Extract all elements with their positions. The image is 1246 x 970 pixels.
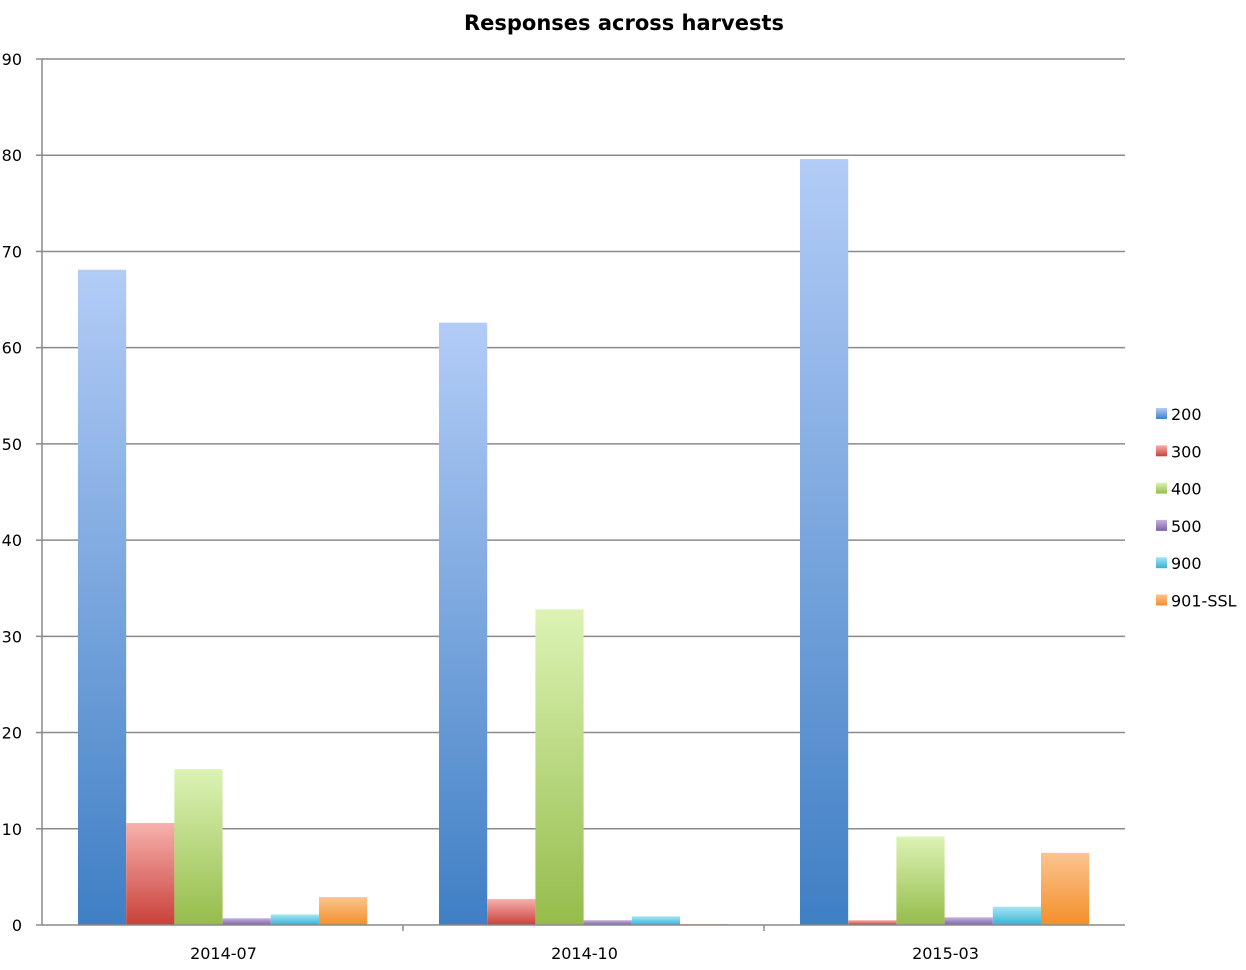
y-tick-labels: 0 10 20 30 40 50 60 70 80 90 (2, 50, 22, 935)
y-tick-label: 60 (2, 339, 22, 358)
legend-swatch-900 (1156, 557, 1167, 569)
bar-500-2014-10 (583, 920, 632, 925)
y-tick-label: 90 (2, 50, 22, 69)
y-tick-label: 80 (2, 146, 22, 165)
y-tick-label: 30 (2, 627, 22, 646)
legend-label-500: 500 (1171, 517, 1202, 536)
bar-400-2015-03 (896, 836, 945, 925)
legend-swatch-200 (1156, 408, 1167, 419)
y-tick-label: 20 (2, 724, 22, 743)
bar-300-2014-07 (126, 823, 175, 925)
y-tick-label: 40 (2, 531, 22, 550)
legend-label-200: 200 (1171, 405, 1202, 424)
y-tick-label: 10 (2, 820, 22, 839)
legend: 200 300 400 500 900 901-SSL (1156, 405, 1237, 611)
bar-500-2014-07 (222, 918, 271, 925)
bar-901-SSL-2015-03 (1041, 852, 1090, 925)
x-tick-label: 2015-03 (912, 944, 979, 963)
bar-200-2015-03 (800, 159, 849, 925)
y-tick-label: 70 (2, 242, 22, 261)
bar-400-2014-10 (535, 609, 584, 925)
y-tick-label: 50 (2, 435, 22, 454)
bar-200-2014-07 (78, 269, 127, 925)
legend-label-900: 900 (1171, 554, 1202, 573)
bar-900-2014-10 (631, 916, 680, 925)
bar-900-2014-07 (270, 914, 319, 925)
legend-swatch-300 (1156, 445, 1167, 457)
x-tick-label: 2014-07 (190, 944, 257, 963)
bar-200-2014-10 (439, 322, 488, 925)
bar-300-2015-03 (848, 920, 897, 925)
legend-swatch-400 (1156, 482, 1167, 494)
bars (78, 159, 1090, 925)
x-tick-label: 2014-10 (551, 944, 618, 963)
bar-900-2015-03 (992, 906, 1041, 925)
bar-901-SSL-2014-07 (319, 897, 368, 925)
bar-500-2015-03 (944, 917, 993, 925)
legend-label-901-SSL: 901-SSL (1171, 592, 1237, 611)
x-tick-labels: 2014-07 2014-10 2015-03 (190, 944, 979, 963)
legend-label-300: 300 (1171, 442, 1202, 461)
y-tick-label: 0 (12, 916, 22, 935)
bar-400-2014-07 (174, 769, 223, 925)
axes (41, 59, 1125, 931)
chart-title: Responses across harvests (464, 11, 784, 35)
legend-swatch-901-SSL (1156, 594, 1167, 606)
legend-label-400: 400 (1171, 480, 1202, 499)
bar-300-2014-10 (487, 899, 536, 925)
legend-swatch-500 (1156, 519, 1167, 531)
